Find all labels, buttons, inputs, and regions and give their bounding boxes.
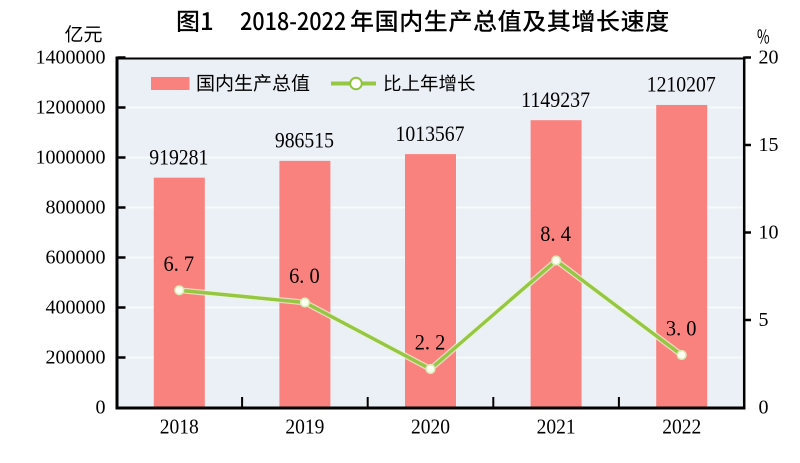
svg-text:3. 0: 3. 0 bbox=[666, 316, 697, 341]
svg-text:6. 7: 6. 7 bbox=[164, 251, 195, 276]
svg-text:0: 0 bbox=[96, 397, 106, 419]
svg-text:1149237: 1149237 bbox=[521, 87, 590, 112]
svg-text:2020: 2020 bbox=[411, 414, 450, 438]
svg-text:800000: 800000 bbox=[46, 197, 106, 219]
svg-text:6. 0: 6. 0 bbox=[289, 263, 320, 288]
svg-text:10: 10 bbox=[759, 222, 779, 244]
svg-text:2018: 2018 bbox=[160, 414, 199, 438]
svg-text:5: 5 bbox=[759, 309, 769, 331]
svg-text:20: 20 bbox=[759, 47, 779, 69]
svg-text:1400000: 1400000 bbox=[36, 47, 106, 69]
svg-text:8. 4: 8. 4 bbox=[540, 221, 571, 246]
svg-text:0: 0 bbox=[759, 397, 769, 419]
svg-text:1210207: 1210207 bbox=[647, 72, 716, 97]
svg-text:1200000: 1200000 bbox=[36, 97, 106, 119]
svg-text:15: 15 bbox=[759, 134, 779, 156]
svg-text:200000: 200000 bbox=[46, 347, 106, 369]
svg-text:2021: 2021 bbox=[537, 414, 576, 438]
svg-text:986515: 986515 bbox=[275, 128, 334, 153]
svg-text:1000000: 1000000 bbox=[36, 147, 106, 169]
svg-text:2022: 2022 bbox=[662, 414, 701, 438]
svg-text:400000: 400000 bbox=[46, 297, 106, 319]
svg-text:600000: 600000 bbox=[46, 247, 106, 269]
svg-text:2. 2: 2. 2 bbox=[415, 330, 446, 355]
svg-text:1013567: 1013567 bbox=[396, 121, 465, 146]
svg-text:2019: 2019 bbox=[285, 414, 324, 438]
svg-text:919281: 919281 bbox=[149, 145, 208, 170]
